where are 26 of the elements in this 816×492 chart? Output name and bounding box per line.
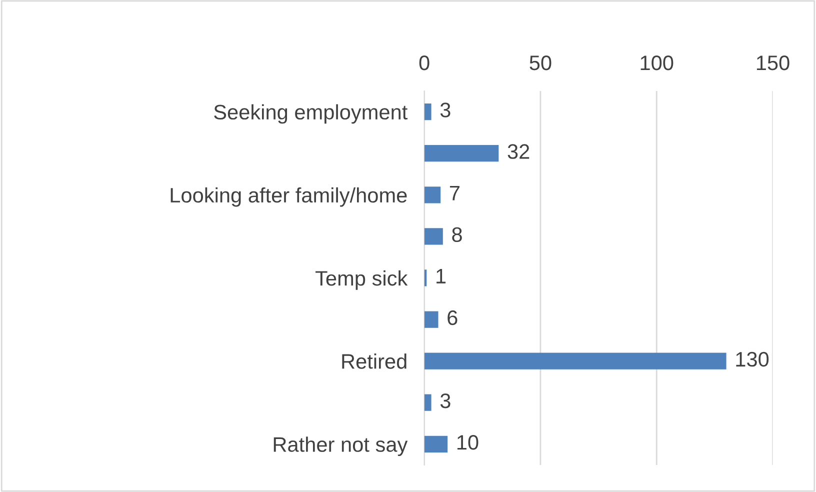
bar bbox=[424, 352, 726, 370]
y-tick-label: Retired bbox=[342, 354, 406, 369]
bar bbox=[424, 103, 432, 120]
data-label: 10 bbox=[457, 435, 478, 450]
data-label: 130 bbox=[736, 352, 769, 367]
y-tick-label: Temp sick bbox=[316, 270, 408, 290]
bar bbox=[424, 186, 441, 204]
y-tick-label: Looking after family/home bbox=[170, 187, 407, 207]
bar bbox=[424, 228, 443, 245]
y-tick-label: Rather not say bbox=[274, 436, 408, 456]
data-label: 1 bbox=[436, 269, 446, 284]
bar bbox=[424, 394, 432, 411]
bar bbox=[424, 436, 448, 452]
y-tick-label: Seeking employment bbox=[214, 104, 408, 124]
bar bbox=[424, 311, 438, 328]
data-label: 3 bbox=[440, 102, 450, 118]
x-tick-label: 150 bbox=[756, 55, 790, 70]
x-tick-label: 0 bbox=[419, 55, 430, 70]
x-tick-label: 100 bbox=[640, 55, 674, 70]
data-label: 32 bbox=[508, 144, 530, 159]
data-label: 7 bbox=[450, 186, 460, 200]
x-tick-label: 50 bbox=[530, 55, 552, 70]
data-label: 3 bbox=[440, 393, 450, 408]
data-label: 6 bbox=[448, 310, 458, 326]
bar bbox=[424, 145, 499, 162]
data-label: 8 bbox=[452, 227, 462, 242]
